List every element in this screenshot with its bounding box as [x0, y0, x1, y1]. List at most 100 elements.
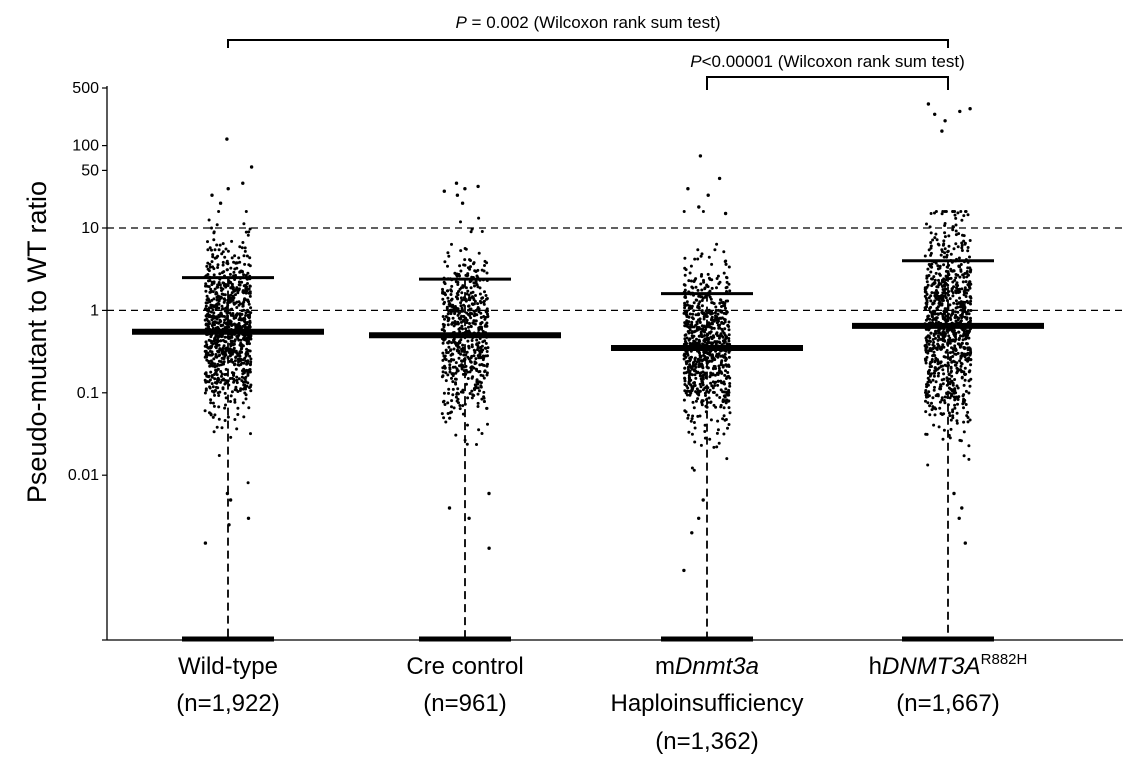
- data-point: [486, 422, 489, 426]
- data-point: [940, 280, 944, 284]
- data-point: [204, 323, 208, 327]
- data-point: [210, 248, 213, 252]
- data-point: [931, 277, 934, 281]
- data-point: [223, 391, 227, 395]
- data-point: [485, 297, 488, 301]
- data-point: [458, 404, 462, 407]
- data-point: [217, 405, 221, 409]
- data-point: [474, 357, 478, 361]
- data-point: [924, 350, 928, 354]
- data-point: [948, 414, 952, 418]
- outlier-point: [958, 109, 962, 114]
- data-point: [212, 273, 216, 277]
- data-point: [950, 374, 954, 378]
- data-point: [707, 396, 711, 400]
- data-point: [951, 389, 954, 393]
- data-point: [965, 311, 969, 315]
- data-point: [692, 406, 696, 410]
- data-point: [939, 387, 943, 391]
- outlier-point: [952, 491, 956, 496]
- data-point: [476, 348, 479, 352]
- data-point: [956, 402, 959, 406]
- data-point: [233, 359, 237, 363]
- data-point: [232, 379, 236, 383]
- data-point: [703, 436, 707, 440]
- data-point: [240, 312, 244, 316]
- data-point: [928, 362, 932, 366]
- data-point: [472, 261, 476, 265]
- data-point: [480, 321, 484, 324]
- data-point: [925, 383, 928, 386]
- data-point: [701, 296, 705, 300]
- data-point: [710, 286, 714, 290]
- data-point: [441, 370, 445, 374]
- data-point: [243, 316, 246, 320]
- data-point: [693, 369, 696, 373]
- outlier-point: [926, 102, 931, 106]
- data-point: [682, 371, 686, 375]
- data-point: [938, 273, 942, 277]
- data-point: [691, 414, 695, 418]
- data-point: [686, 370, 689, 374]
- data-point: [457, 351, 461, 355]
- data-point: [939, 384, 943, 388]
- data-point: [961, 315, 965, 318]
- data-point: [226, 261, 230, 265]
- data-point: [484, 294, 488, 297]
- data-point: [209, 335, 213, 339]
- data-point: [944, 291, 948, 295]
- data-point: [224, 367, 228, 371]
- data-point: [969, 319, 972, 323]
- data-point: [953, 406, 957, 410]
- data-point: [469, 230, 473, 234]
- data-point: [727, 399, 730, 403]
- data-point: [444, 371, 448, 375]
- data-point: [723, 352, 727, 356]
- data-point: [954, 216, 958, 220]
- data-point: [246, 352, 250, 355]
- data-point: [952, 301, 956, 305]
- data-point: [227, 335, 231, 339]
- data-point: [694, 329, 697, 333]
- data-point: [691, 330, 695, 334]
- data-point: [447, 299, 451, 303]
- data-point: [924, 343, 928, 347]
- data-point: [703, 423, 707, 427]
- data-point: [928, 307, 932, 310]
- data-point: [711, 334, 715, 338]
- data-point: [485, 350, 489, 353]
- data-point: [206, 297, 210, 301]
- data-point: [694, 376, 698, 380]
- data-point: [688, 372, 692, 376]
- data-point: [947, 293, 950, 297]
- data-point: [224, 247, 228, 251]
- data-point: [955, 370, 959, 373]
- data-point: [477, 428, 481, 432]
- data-point: [218, 283, 222, 287]
- data-point: [715, 286, 718, 290]
- data-point: [943, 210, 947, 213]
- data-point: [965, 357, 969, 361]
- data-point: [717, 366, 721, 370]
- outlier-point: [225, 491, 230, 496]
- data-point: [726, 299, 730, 303]
- data-point: [248, 342, 251, 346]
- data-point: [476, 401, 480, 405]
- data-point: [441, 366, 445, 370]
- data-point: [464, 286, 468, 290]
- data-point: [712, 326, 716, 330]
- data-point: [467, 298, 471, 301]
- data-point: [956, 287, 960, 291]
- data-point: [446, 251, 450, 255]
- data-point: [713, 381, 717, 385]
- data-point: [441, 322, 445, 326]
- data-point: [956, 302, 959, 306]
- data-point: [455, 342, 459, 346]
- data-point: [216, 391, 220, 395]
- data-point: [223, 335, 227, 339]
- data-point: [213, 256, 217, 260]
- data-point: [691, 400, 695, 404]
- data-point: [938, 361, 942, 365]
- data-point: [472, 354, 476, 358]
- data-point: [226, 303, 230, 307]
